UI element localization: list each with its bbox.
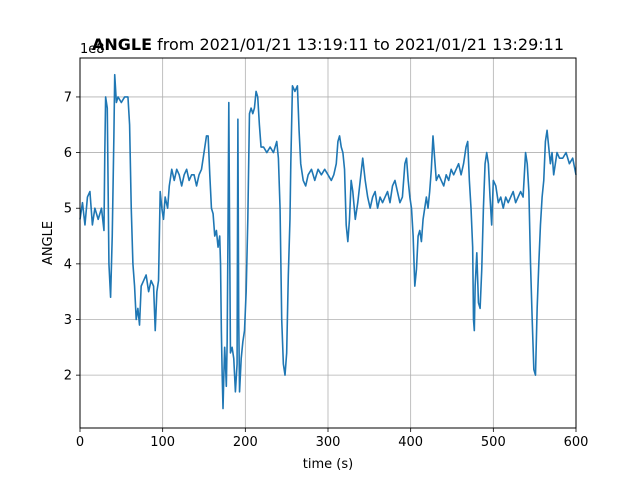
y-tick-label: 4 xyxy=(64,257,72,272)
x-axis-label: time (s) xyxy=(303,457,353,472)
series-layer xyxy=(79,73,577,410)
x-tick-label: 0 xyxy=(76,435,84,450)
y-tick-label: 3 xyxy=(64,313,72,328)
y-axis-label: ANGLE xyxy=(41,221,56,265)
y-tick-label: 5 xyxy=(64,202,72,217)
x-tick-label: 400 xyxy=(398,435,423,450)
x-tick-label: 500 xyxy=(481,435,506,450)
angle-series-line xyxy=(79,73,577,410)
x-tick-label: 300 xyxy=(316,435,341,450)
x-tick-label: 600 xyxy=(564,435,589,450)
x-tick-label: 200 xyxy=(233,435,258,450)
y-tick-label: 6 xyxy=(64,146,72,161)
chart-title-bold: ANGLE xyxy=(92,35,152,54)
x-axis: 0 100 200 300 400 500 600 xyxy=(76,428,589,450)
y-tick-label: 2 xyxy=(64,369,72,384)
x-tick-label: 100 xyxy=(150,435,175,450)
chart-title: ANGLE from 2021/01/21 13:19:11 to 2021/0… xyxy=(92,35,564,54)
y-tick-label: 7 xyxy=(64,90,72,105)
y-offset-text: 1e8 xyxy=(80,42,105,57)
chart-title-rest: from 2021/01/21 13:19:11 to 2021/01/21 1… xyxy=(152,35,564,54)
y-axis: 2 3 4 5 6 7 xyxy=(64,90,80,384)
